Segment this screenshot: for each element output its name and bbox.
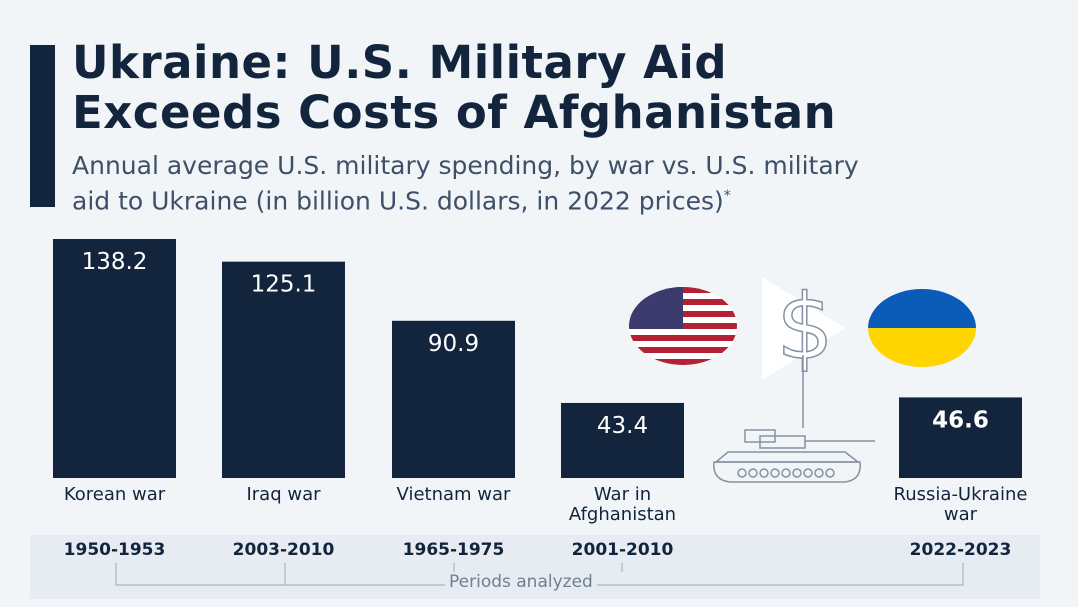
title-line-1: Ukraine: U.S. Military Aid — [72, 36, 728, 89]
category-label: Russia-Ukraine war — [894, 484, 1028, 525]
category-label: Iraq war — [246, 484, 321, 505]
title-accent-bar — [30, 45, 55, 207]
play-arrow-icon — [762, 277, 845, 380]
subtitle-line-2: aid to Ukraine (in billion U.S. dollars,… — [72, 186, 724, 216]
data-label: 90.9 — [428, 331, 479, 357]
bar — [899, 397, 1022, 478]
data-label: 125.1 — [251, 272, 317, 298]
period-label: 1950-1953 — [63, 540, 166, 560]
period-label: 1965-1975 — [402, 540, 505, 560]
us-flag-icon — [629, 287, 737, 365]
data-label: 43.4 — [597, 413, 648, 439]
chart-title: Ukraine: U.S. Military Aid Exceeds Costs… — [72, 38, 836, 138]
footnote-mark: * — [723, 188, 731, 204]
period-label: 2022-2023 — [909, 540, 1012, 560]
category-label: War in Afghanistan — [569, 484, 676, 525]
period-label: 2001-2010 — [571, 540, 674, 560]
periods-analyzed-label: Periods analyzed — [445, 572, 597, 592]
bar — [392, 320, 515, 478]
title-line-2: Exceeds Costs of Afghanistan — [72, 86, 837, 139]
subtitle-line-1: Annual average U.S. military spending, b… — [72, 151, 859, 180]
tank-icon — [713, 429, 875, 483]
bar — [561, 402, 684, 478]
bar — [53, 239, 176, 478]
dollar-sign-icon: $ — [776, 274, 834, 428]
data-label: 138.2 — [82, 249, 148, 275]
category-label: Korean war — [64, 484, 166, 505]
period-label: 2003-2010 — [232, 540, 335, 560]
ukraine-flag-icon — [868, 289, 976, 367]
category-label: Vietnam war — [397, 484, 511, 505]
bar — [222, 261, 345, 478]
svg-text:$: $ — [776, 275, 833, 380]
chart-subtitle: Annual average U.S. military spending, b… — [72, 150, 859, 216]
data-label: 46.6 — [932, 407, 989, 433]
